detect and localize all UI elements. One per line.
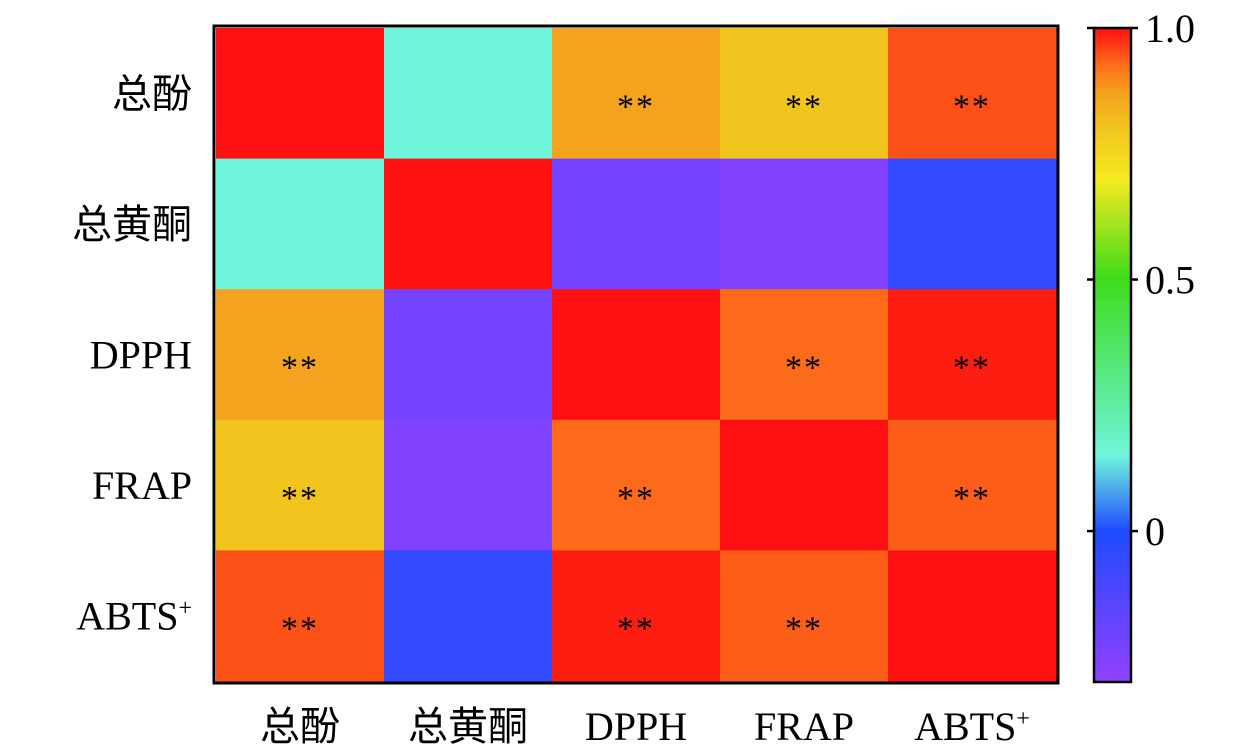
- colorbar-tick-label: 0.5: [1145, 258, 1195, 303]
- column-label: ABTS+: [914, 704, 1030, 749]
- column-label: 总黄酮: [408, 704, 528, 749]
- heatmap-cell: [888, 28, 1057, 160]
- row-label: 总酚: [112, 71, 192, 116]
- heatmap-cell: [888, 550, 1057, 682]
- heatmap-cell: [216, 158, 385, 290]
- significance-mark: **: [785, 611, 823, 648]
- colorbar: [1092, 26, 1133, 684]
- significance-mark: **: [953, 480, 991, 517]
- heatmap-cell: [552, 158, 721, 290]
- significance-mark: **: [281, 350, 319, 387]
- significance-mark: **: [785, 350, 823, 387]
- column-label: DPPH: [585, 704, 687, 749]
- row-label: DPPH: [90, 333, 192, 378]
- heatmap-cell: [552, 289, 721, 421]
- heatmap-cell: [552, 419, 721, 551]
- heatmap-cell: [720, 550, 889, 682]
- significance-mark: **: [617, 480, 655, 517]
- heatmap-cell: [552, 28, 721, 160]
- heatmap-cell: [384, 28, 553, 160]
- row-label: 总黄酮: [72, 202, 192, 247]
- heatmap-cells: ** ** ** ** ** ** ** ** ** ** ** **: [216, 28, 1057, 682]
- heatmap-cell: [720, 289, 889, 421]
- column-labels: 总酚 总黄酮 DPPH FRAP ABTS+: [260, 704, 1030, 749]
- significance-mark: **: [785, 88, 823, 125]
- heatmap-cell: [384, 419, 553, 551]
- significance-mark: **: [281, 480, 319, 517]
- heatmap-cell: [888, 158, 1057, 290]
- significance-mark: **: [953, 350, 991, 387]
- heatmap-cell: [216, 28, 385, 160]
- heatmap-cell: [216, 550, 385, 682]
- significance-mark: **: [617, 611, 655, 648]
- colorbar-tick-label: 1.0: [1145, 6, 1195, 51]
- heatmap-cell: [384, 158, 553, 290]
- heatmap-cell: [720, 419, 889, 551]
- row-label: FRAP: [92, 463, 192, 508]
- column-label: FRAP: [754, 704, 854, 749]
- heatmap-cell: [384, 550, 553, 682]
- colorbar-tick-label: 0: [1145, 509, 1165, 554]
- heatmap-cell: [216, 289, 385, 421]
- heatmap-cell: [888, 289, 1057, 421]
- significance-mark: **: [617, 88, 655, 125]
- plot-frame: [212, 24, 1060, 685]
- heatmap-cell: [720, 158, 889, 290]
- heatmap-cell: [384, 289, 553, 421]
- heatmap-cell: [552, 550, 721, 682]
- significance-mark: **: [281, 611, 319, 648]
- row-label: ABTS+: [76, 594, 192, 639]
- heatmap-cell: [216, 419, 385, 551]
- significance-mark: **: [953, 88, 991, 125]
- colorbar-ticks: 1.0 0.5 0: [1087, 6, 1195, 554]
- heatmap-cell: [888, 419, 1057, 551]
- column-label: 总酚: [260, 704, 340, 749]
- heatmap-cell: [720, 28, 889, 160]
